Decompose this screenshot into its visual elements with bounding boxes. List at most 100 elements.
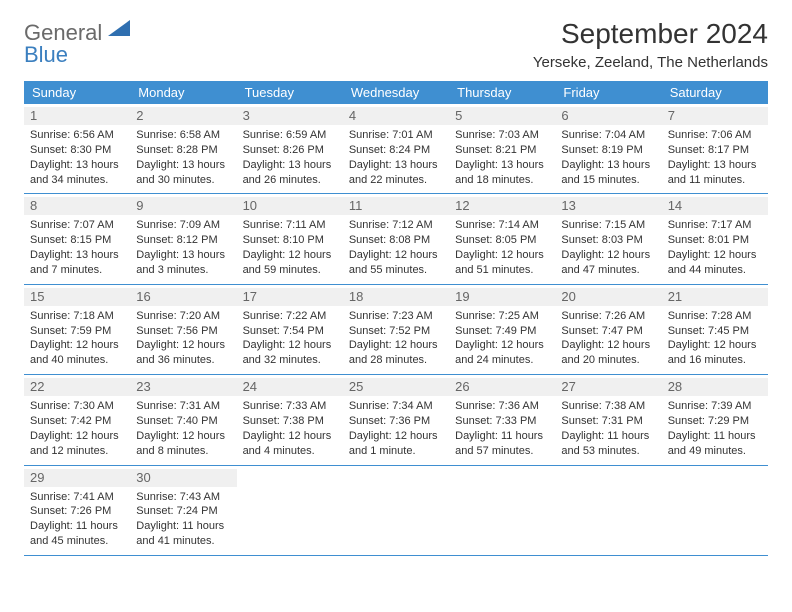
day-of-week-header: Monday [130,81,236,104]
sunrise-text: Sunrise: 7:25 AM [455,309,549,324]
sunrise-text: Sunrise: 7:43 AM [136,490,230,505]
sunrise-text: Sunrise: 7:07 AM [30,218,124,233]
daylight-text: Daylight: 12 hours and 24 minutes. [455,338,549,368]
day-number: 1 [24,107,130,125]
calendar-day: 21Sunrise: 7:28 AMSunset: 7:45 PMDayligh… [662,285,768,374]
logo: General Blue [24,18,132,66]
calendar-day: 12Sunrise: 7:14 AMSunset: 8:05 PMDayligh… [449,194,555,283]
calendar-day: 10 Sunrise: 7:11 AMSunset: 8:10 PMDayligh… [237,194,343,283]
sunrise-text: Sunrise: 7:17 AM [668,218,762,233]
sunrise-text: Sunrise: 7:09 AM [136,218,230,233]
calendar-day: 20Sunrise: 7:26 AMSunset: 7:47 PMDayligh… [555,285,661,374]
sunset-text: Sunset: 7:54 PM [243,324,337,339]
calendar-week: 22Sunrise: 7:30 AMSunset: 7:42 PMDayligh… [24,375,768,465]
calendar-day: 15Sunrise: 7:18 AMSunset: 7:59 PMDayligh… [24,285,130,374]
sunrise-text: Sunrise: 7:31 AM [136,399,230,414]
calendar-day: 28Sunrise: 7:39 AMSunset: 7:29 PMDayligh… [662,375,768,464]
sunset-text: Sunset: 7:36 PM [349,414,443,429]
sunset-text: Sunset: 8:24 PM [349,143,443,158]
sunset-text: Sunset: 8:01 PM [668,233,762,248]
sunset-text: Sunset: 8:03 PM [561,233,655,248]
sunrise-text: Sunrise: 7:01 AM [349,128,443,143]
daylight-text: Daylight: 12 hours and 36 minutes. [136,338,230,368]
sunset-text: Sunset: 7:56 PM [136,324,230,339]
daylight-text: Daylight: 12 hours and 8 minutes. [136,429,230,459]
calendar: SundayMondayTuesdayWednesdayThursdayFrid… [24,81,768,556]
daylight-text: Daylight: 12 hours and 51 minutes. [455,248,549,278]
calendar-day: 4 Sunrise: 7:01 AMSunset: 8:24 PMDaylight… [343,104,449,193]
daylight-text: Daylight: 11 hours and 49 minutes. [668,429,762,459]
calendar-day: 30Sunrise: 7:43 AMSunset: 7:24 PMDayligh… [130,466,236,555]
day-number: 21 [662,288,768,306]
day-number: 13 [555,197,661,215]
day-number: 9 [130,197,236,215]
day-number: 19 [449,288,555,306]
calendar-day: 16Sunrise: 7:20 AMSunset: 7:56 PMDayligh… [130,285,236,374]
sunset-text: Sunset: 8:12 PM [136,233,230,248]
day-number: 5 [449,107,555,125]
sunrise-text: Sunrise: 7:12 AM [349,218,443,233]
calendar-day [555,466,661,555]
daylight-text: Daylight: 12 hours and 44 minutes. [668,248,762,278]
sunset-text: Sunset: 8:05 PM [455,233,549,248]
day-of-week-header: Tuesday [237,81,343,104]
calendar-day: 17Sunrise: 7:22 AMSunset: 7:54 PMDayligh… [237,285,343,374]
sunset-text: Sunset: 7:29 PM [668,414,762,429]
sunrise-text: Sunrise: 7:34 AM [349,399,443,414]
sunset-text: Sunset: 7:26 PM [30,504,124,519]
sunrise-text: Sunrise: 7:39 AM [668,399,762,414]
calendar-day: 18Sunrise: 7:23 AMSunset: 7:52 PMDayligh… [343,285,449,374]
daylight-text: Daylight: 13 hours and 22 minutes. [349,158,443,188]
calendar-day: 7Sunrise: 7:06 AMSunset: 8:17 PMDaylight… [662,104,768,193]
calendar-day [662,466,768,555]
calendar-day: 5Sunrise: 7:03 AMSunset: 8:21 PMDaylight… [449,104,555,193]
sunset-text: Sunset: 8:28 PM [136,143,230,158]
calendar-week: 29Sunrise: 7:41 AMSunset: 7:26 PMDayligh… [24,466,768,556]
page-title: September 2024 [533,18,768,50]
calendar-week: 8Sunrise: 7:07 AMSunset: 8:15 PMDaylight… [24,194,768,284]
day-number: 4 [343,107,449,125]
sunrise-text: Sunrise: 7:03 AM [455,128,549,143]
calendar-day: 27Sunrise: 7:38 AMSunset: 7:31 PMDayligh… [555,375,661,464]
daylight-text: Daylight: 13 hours and 11 minutes. [668,158,762,188]
sunset-text: Sunset: 8:08 PM [349,233,443,248]
calendar-day: 24Sunrise: 7:33 AMSunset: 7:38 PMDayligh… [237,375,343,464]
sunrise-text: Sunrise: 7:26 AM [561,309,655,324]
day-of-week-header: Friday [555,81,661,104]
day-number: 6 [555,107,661,125]
sunrise-text: Sunrise: 7:36 AM [455,399,549,414]
day-number: 16 [130,288,236,306]
logo-text: General Blue [24,18,132,66]
day-number: 23 [130,378,236,396]
calendar-day: 3Sunrise: 6:59 AMSunset: 8:26 PMDaylight… [237,104,343,193]
title-block: September 2024 Yerseke, Zeeland, The Net… [533,18,768,71]
sunrise-text: Sunrise: 7:41 AM [30,490,124,505]
day-number: 17 [237,288,343,306]
sunset-text: Sunset: 7:33 PM [455,414,549,429]
daylight-text: Daylight: 12 hours and 28 minutes. [349,338,443,368]
daylight-text: Daylight: 12 hours and 1 minute. [349,429,443,459]
calendar-day [237,466,343,555]
day-number: 15 [24,288,130,306]
sunset-text: Sunset: 7:45 PM [668,324,762,339]
calendar-day: 9Sunrise: 7:09 AMSunset: 8:12 PMDaylight… [130,194,236,283]
calendar-weeks: 1Sunrise: 6:56 AMSunset: 8:30 PMDaylight… [24,104,768,556]
day-number: 26 [449,378,555,396]
sunset-text: Sunset: 8:10 PM [243,233,337,248]
sunrise-text: Sunrise: 6:59 AM [243,128,337,143]
daylight-text: Daylight: 13 hours and 30 minutes. [136,158,230,188]
day-number: 10 [237,197,343,215]
calendar-day: 6Sunrise: 7:04 AMSunset: 8:19 PMDaylight… [555,104,661,193]
sunset-text: Sunset: 8:26 PM [243,143,337,158]
sunrise-text: Sunrise: 7:30 AM [30,399,124,414]
day-number: 30 [130,469,236,487]
day-of-week-header: Wednesday [343,81,449,104]
daylight-text: Daylight: 13 hours and 7 minutes. [30,248,124,278]
daylight-text: Daylight: 13 hours and 18 minutes. [455,158,549,188]
day-of-week-header-row: SundayMondayTuesdayWednesdayThursdayFrid… [24,81,768,104]
daylight-text: Daylight: 12 hours and 59 minutes. [243,248,337,278]
calendar-day: 26Sunrise: 7:36 AMSunset: 7:33 PMDayligh… [449,375,555,464]
sunrise-text: Sunrise: 7:11 AM [243,218,337,233]
day-number: 24 [237,378,343,396]
daylight-text: Daylight: 12 hours and 16 minutes. [668,338,762,368]
